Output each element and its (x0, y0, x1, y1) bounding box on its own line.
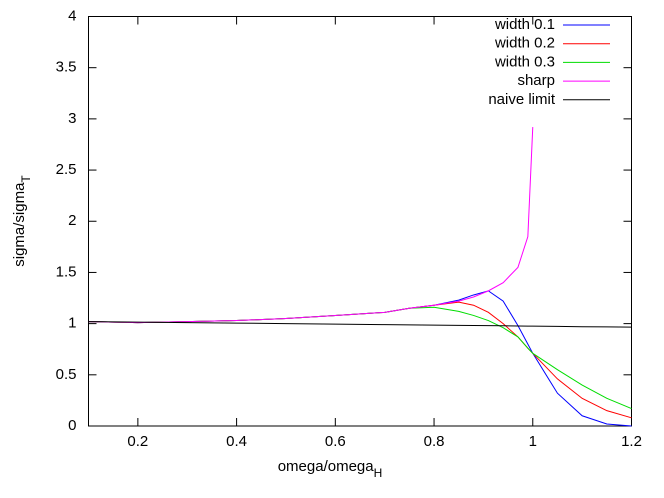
x-tick-label: 0.2 (127, 433, 148, 450)
y-tick-label: 2.5 (56, 161, 77, 178)
y-label-main: sigma/sigma (11, 182, 28, 267)
legend-label: width 0.1 (494, 16, 555, 33)
y-label-sub: T (19, 175, 33, 183)
y-tick-label: 0.5 (56, 366, 77, 383)
legend-label: sharp (517, 72, 555, 89)
y-tick-label: 3 (68, 110, 76, 127)
x-tick-label: 1 (529, 433, 537, 450)
legend-label: naive limit (488, 91, 556, 108)
y-tick-label: 4 (68, 7, 76, 24)
y-tick-label: 3.5 (56, 59, 77, 76)
series-line (88, 127, 534, 324)
x-tick-label: 0.6 (325, 433, 346, 450)
series-line (88, 321, 632, 328)
series-line (88, 290, 632, 427)
x-label-main: omega/omega (278, 458, 375, 475)
x-label-sub: H (374, 466, 383, 480)
y-tick-label: 2 (68, 212, 76, 229)
x-axis-label: omega/omegaH (278, 458, 383, 480)
x-tick-label: 0.8 (424, 433, 445, 450)
legend-label: width 0.3 (494, 53, 555, 70)
legend-label: width 0.2 (494, 35, 555, 52)
x-tick-label: 0.4 (226, 433, 247, 450)
y-tick-label: 1 (68, 315, 76, 332)
series-line (88, 301, 632, 419)
y-tick-label: 0 (68, 417, 76, 434)
y-tick-label: 1.5 (56, 263, 77, 280)
x-tick-label: 1.2 (621, 433, 642, 450)
y-axis-label: sigma/sigmaT (11, 175, 33, 267)
